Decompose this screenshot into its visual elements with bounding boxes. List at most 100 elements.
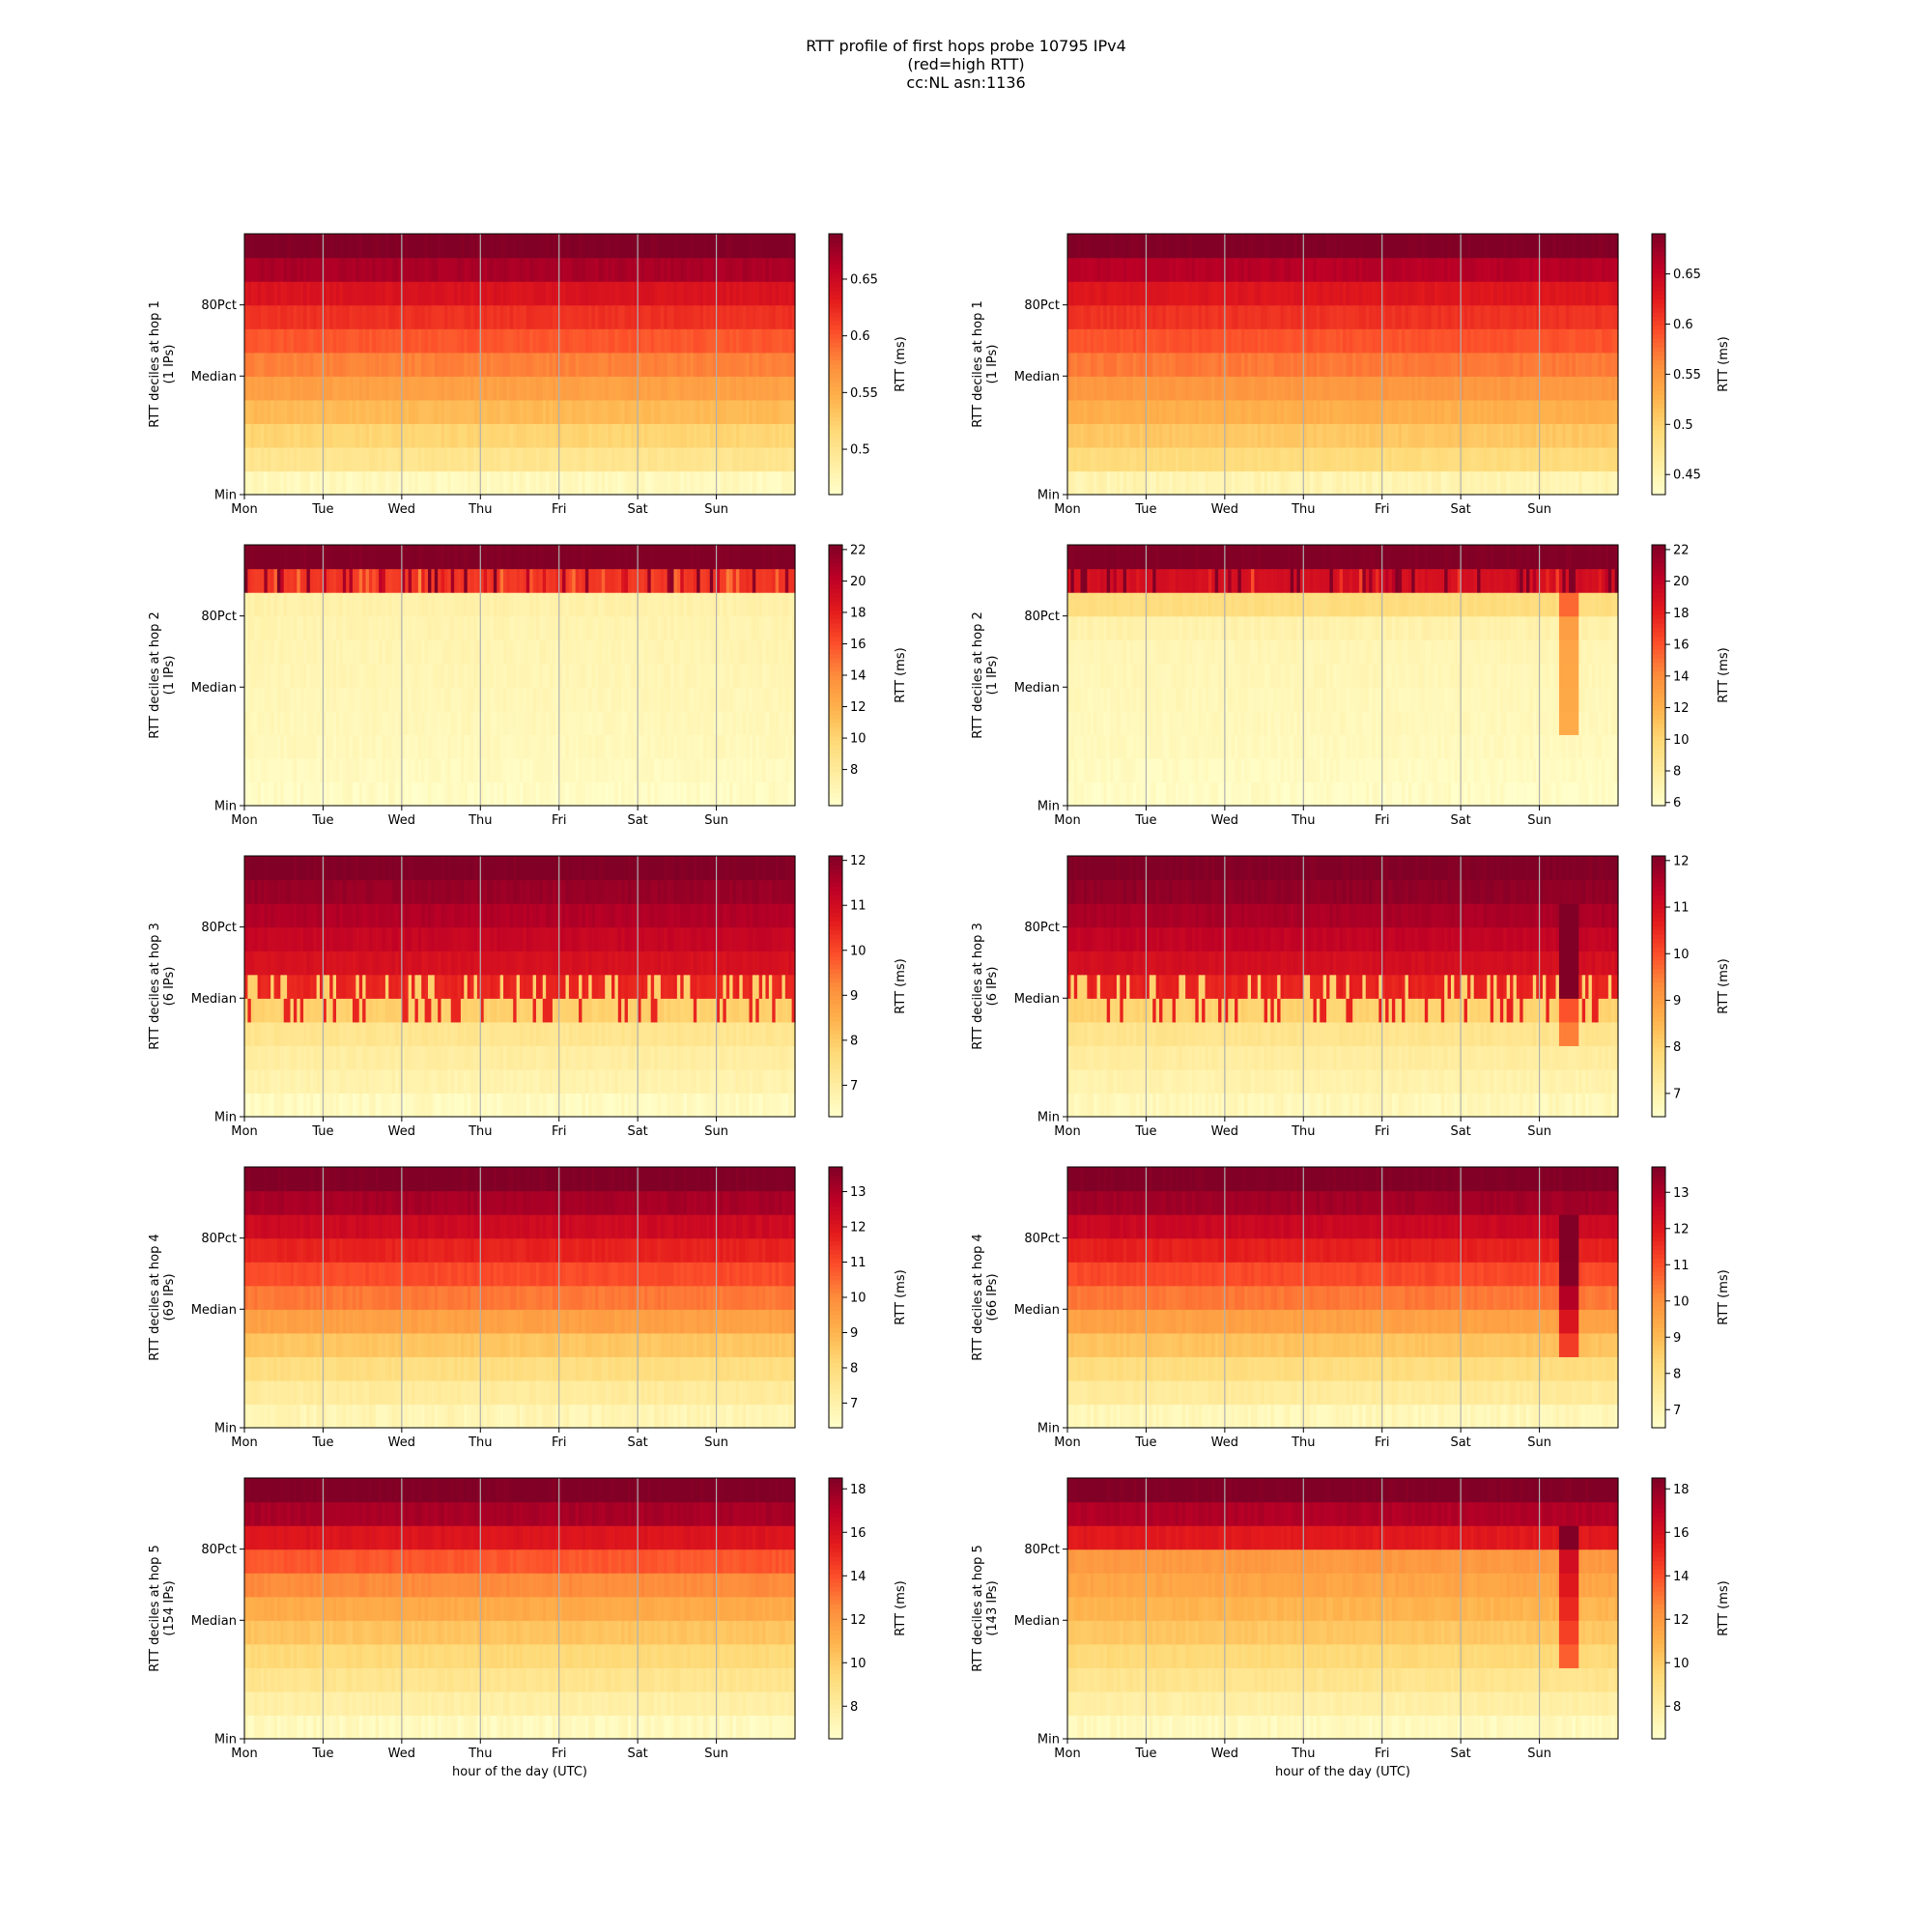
heatmap-cell <box>696 447 700 471</box>
heatmap-cell <box>1094 305 1097 329</box>
heatmap-cell <box>628 281 632 305</box>
heatmap-cell <box>353 328 356 353</box>
heatmap-cell <box>1336 328 1340 353</box>
heatmap-cell <box>592 400 596 424</box>
heatmap-cell <box>661 234 665 258</box>
heatmap-cell <box>720 423 724 447</box>
heatmap-cell <box>1199 328 1203 353</box>
heatmap-cell <box>720 470 724 495</box>
heatmap-cell <box>1152 328 1156 353</box>
heatmap-cell <box>284 328 288 353</box>
heatmap-cell <box>1277 328 1281 353</box>
heatmap-cell <box>1474 376 1478 400</box>
heatmap-cell <box>1094 400 1097 424</box>
heatmap-cell <box>1267 353 1271 377</box>
heatmap-cell <box>362 423 366 447</box>
heatmap-cell <box>706 234 710 258</box>
heatmap-cell <box>765 423 769 447</box>
colorbar-segment <box>829 473 842 478</box>
heatmap-cell <box>339 423 343 447</box>
heatmap-cell <box>1405 470 1408 495</box>
heatmap-cell <box>546 258 550 282</box>
heatmap-cell <box>1428 423 1432 447</box>
colorbar-segment <box>829 486 842 491</box>
heatmap-cell <box>1599 423 1603 447</box>
heatmap-cell <box>582 234 585 258</box>
heatmap-cell <box>1529 400 1533 424</box>
heatmap-cell <box>1070 305 1074 329</box>
heatmap-cell <box>409 376 412 400</box>
heatmap-cell <box>454 234 458 258</box>
heatmap-cell <box>1566 423 1570 447</box>
heatmap-cell <box>500 328 504 353</box>
heatmap-cell <box>1084 470 1088 495</box>
heatmap-cell <box>696 376 700 400</box>
heatmap-cell <box>1313 470 1317 495</box>
heatmap-cell <box>317 281 321 305</box>
heatmap-cell <box>317 423 321 447</box>
heatmap-cell <box>614 353 618 377</box>
heatmap-cell <box>1529 447 1533 471</box>
colorbar-segment <box>829 465 842 469</box>
heatmap-cell <box>247 447 251 471</box>
heatmap-cell <box>306 258 310 282</box>
heatmap-cell <box>628 234 632 258</box>
colorbar-segment <box>829 364 842 369</box>
heatmap-cell <box>743 305 747 329</box>
heatmap-cell <box>523 470 526 495</box>
heatmap-cell <box>1140 328 1144 353</box>
heatmap-cell <box>1129 470 1133 495</box>
heatmap-cell <box>261 470 265 495</box>
heatmap-cell <box>765 281 769 305</box>
heatmap-cell <box>1323 447 1327 471</box>
heatmap-cell <box>546 305 550 329</box>
colorbar-segment <box>829 317 842 322</box>
heatmap-cell <box>1437 470 1441 495</box>
heatmap-cell <box>628 400 632 424</box>
heatmap-cell <box>1346 423 1350 447</box>
heatmap-cell <box>444 423 448 447</box>
colorbar-segment <box>829 386 842 391</box>
heatmap-cell <box>362 353 366 377</box>
heatmap-cell <box>362 234 366 258</box>
heatmap-cell <box>753 305 756 329</box>
heatmap-cell <box>673 328 677 353</box>
heatmap-cell <box>1588 376 1592 400</box>
heatmap-cell <box>362 400 366 424</box>
heatmap-cell <box>592 470 596 495</box>
heatmap-cell <box>1437 447 1441 471</box>
heatmap-cell <box>385 376 389 400</box>
heatmap-cell <box>753 400 756 424</box>
heatmap-cell <box>1507 470 1511 495</box>
heatmap-cell <box>1336 447 1340 471</box>
heatmap-cell <box>1313 353 1317 377</box>
heatmap-cell <box>1543 353 1547 377</box>
heatmap-cell <box>1428 470 1432 495</box>
colorbar-segment <box>829 408 842 412</box>
heatmap-cell <box>684 376 688 400</box>
heatmap-cell <box>284 234 288 258</box>
x-tick-label: Sun <box>704 502 728 517</box>
heatmap-cell <box>385 305 389 329</box>
heatmap-cell <box>1140 447 1144 471</box>
heatmap-cell <box>1611 353 1615 377</box>
heatmap-cell <box>513 234 517 258</box>
colorbar-segment <box>829 343 842 348</box>
heatmap-cell <box>409 234 412 258</box>
heatmap-cell <box>468 400 471 424</box>
heatmap-cell <box>1254 470 1258 495</box>
heatmap-cell <box>1496 400 1500 424</box>
heatmap-cell <box>684 281 688 305</box>
heatmap-cell <box>500 281 504 305</box>
heatmap-cell <box>1437 353 1441 377</box>
heatmap-cell <box>1588 470 1592 495</box>
heatmap-cell <box>1552 400 1556 424</box>
heatmap-cell <box>1129 305 1133 329</box>
x-tick-label: Fri <box>552 502 567 517</box>
heatmap-cell <box>1451 447 1455 471</box>
heatmap-cell <box>513 376 517 400</box>
heatmap-cell <box>605 447 609 471</box>
heatmap-cell <box>684 305 688 329</box>
heatmap-cell <box>684 400 688 424</box>
heatmap-cell <box>776 447 780 471</box>
